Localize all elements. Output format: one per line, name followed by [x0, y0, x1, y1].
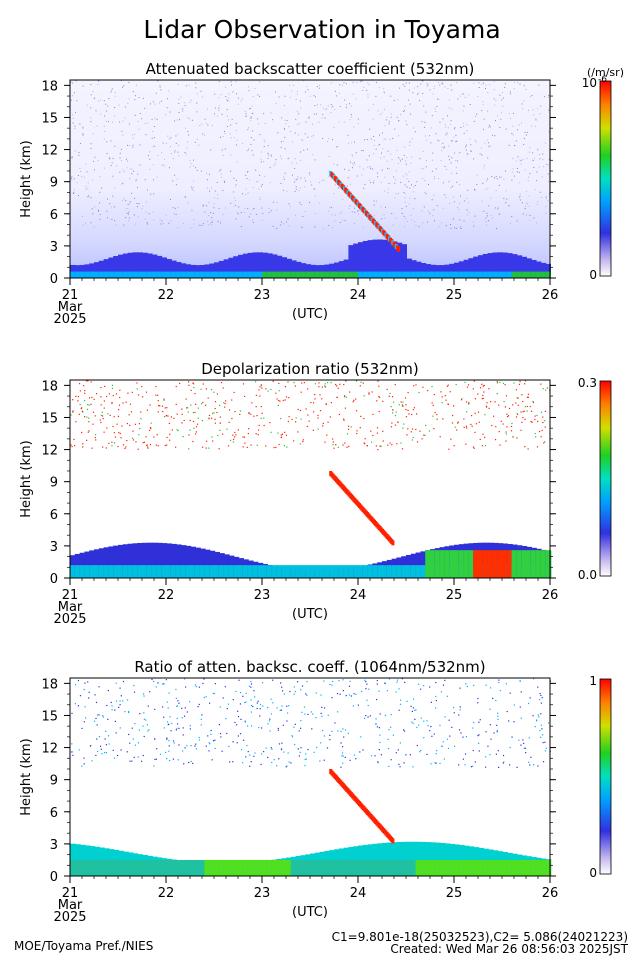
y-axis-label: Height (km) [19, 738, 34, 815]
y-tick-label: 18 [41, 79, 58, 94]
x-axis-label: (UTC) [292, 905, 328, 920]
heatmap-field [70, 80, 551, 278]
colorbar-exponent: -6 [598, 75, 607, 85]
y-axis-label: Height (km) [19, 140, 34, 217]
y-tick-label: 18 [41, 379, 58, 394]
footer-credit: MOE/Toyama Pref./NIES [14, 939, 153, 953]
y-tick-label: 6 [50, 806, 58, 821]
heatmap-field [70, 380, 552, 578]
y-tick-label: 9 [50, 774, 58, 789]
x-month-label: Mar [58, 898, 83, 913]
x-tick-label: 26 [542, 288, 559, 303]
x-tick-label: 22 [158, 886, 175, 901]
y-tick-label: 9 [50, 476, 58, 491]
y-tick-label: 0 [50, 272, 58, 287]
x-year-label: 2025 [53, 312, 86, 327]
y-tick-label: 18 [41, 677, 58, 692]
panel-title: Ratio of atten. backsc. coeff. (1064nm/5… [134, 658, 485, 676]
colorbar-min-label: 0 [589, 866, 597, 880]
colorbar-unit: (/m/sr) [587, 66, 624, 79]
y-tick-label: 0 [50, 572, 58, 587]
y-tick-label: 0 [50, 870, 58, 885]
x-tick-label: 22 [158, 588, 175, 603]
y-tick-label: 12 [41, 444, 58, 459]
colorbar-max-label: 1 [589, 674, 597, 688]
y-tick-label: 6 [50, 208, 58, 223]
y-tick-label: 9 [50, 176, 58, 191]
y-tick-label: 15 [41, 111, 58, 126]
panels: Attenuated backscatter coefficient (532n… [19, 60, 624, 925]
y-tick-label: 6 [50, 508, 58, 523]
x-tick-label: 21 [62, 886, 79, 901]
x-tick-label: 25 [446, 588, 463, 603]
colorbar [599, 80, 612, 277]
panel-3: Ratio of atten. backsc. coeff. (1064nm/5… [19, 658, 612, 925]
x-tick-label: 24 [350, 886, 367, 901]
x-tick-label: 23 [254, 588, 271, 603]
x-axis-label: (UTC) [292, 607, 328, 622]
x-tick-label: 21 [62, 288, 79, 303]
y-axis-label: Height (km) [19, 440, 34, 517]
colorbar [599, 678, 612, 875]
x-axis-label: (UTC) [292, 307, 328, 322]
page-title: Lidar Observation in Toyama [143, 15, 500, 44]
x-tick-label: 24 [350, 288, 367, 303]
panel-1: Attenuated backscatter coefficient (532n… [19, 60, 624, 327]
y-tick-label: 12 [41, 742, 58, 757]
x-tick-label: 23 [254, 886, 271, 901]
x-tick-label: 24 [350, 588, 367, 603]
footer-created: Created: Wed Mar 26 08:56:03 2025JST [390, 942, 628, 956]
colorbar-max-label: 10 [582, 76, 597, 90]
panel-2: Depolarization ratio (532nm) 0 3 6 9 12 15 18 He… [19, 360, 612, 627]
y-tick-label: 12 [41, 144, 58, 159]
colorbar-max-label: 0.3 [578, 376, 597, 390]
plot-area [70, 678, 550, 876]
footer-calibration: C1=9.801e-18(25032523),C2= 5.086(2402122… [332, 930, 628, 944]
y-tick-label: 3 [50, 838, 58, 853]
y-tick-label: 15 [41, 709, 58, 724]
panel-title: Depolarization ratio (532nm) [201, 360, 419, 378]
x-tick-label: 25 [446, 886, 463, 901]
panel-title: Attenuated backscatter coefficient (532n… [146, 60, 475, 78]
x-tick-label: 26 [542, 588, 559, 603]
x-tick-label: 22 [158, 288, 175, 303]
x-year-label: 2025 [53, 612, 86, 627]
x-tick-label: 25 [446, 288, 463, 303]
x-tick-label: 26 [542, 886, 559, 901]
x-year-label: 2025 [53, 910, 86, 925]
y-tick-label: 3 [50, 240, 58, 255]
y-tick-label: 15 [41, 411, 58, 426]
x-tick-label: 21 [62, 588, 79, 603]
plot-area [70, 80, 550, 278]
x-tick-label: 23 [254, 288, 271, 303]
x-month-label: Mar [58, 600, 83, 615]
heatmap-field [70, 678, 552, 876]
colorbar-min-label: 0 [589, 268, 597, 282]
colorbar-min-label: 0.0 [578, 568, 597, 582]
colorbar [599, 380, 612, 577]
x-month-label: Mar [58, 300, 83, 315]
y-tick-label: 3 [50, 540, 58, 555]
